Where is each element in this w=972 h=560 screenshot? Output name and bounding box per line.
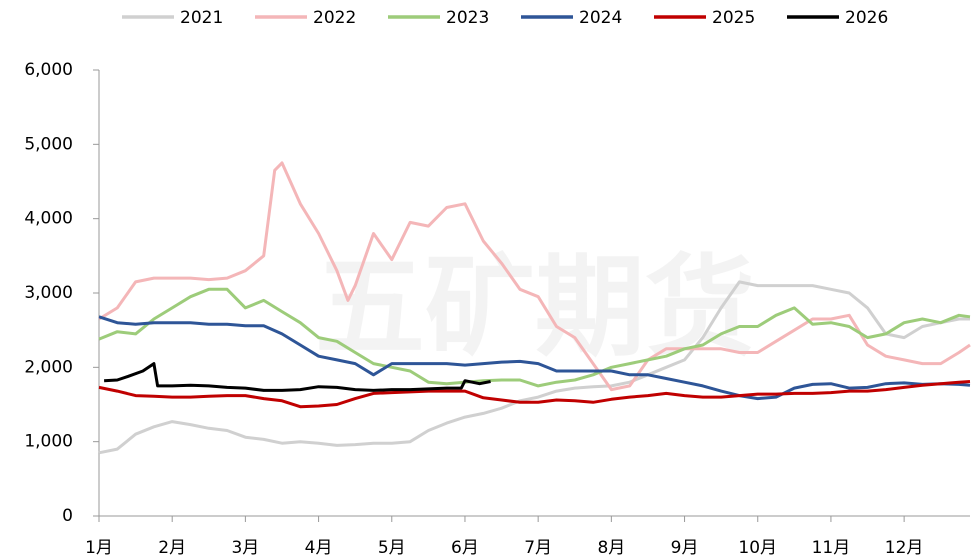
x-tick-label: 3月 [231,538,259,558]
x-tick-label: 8月 [597,538,625,558]
series-line [98,280,970,455]
x-tick-label: 4月 [305,538,333,558]
y-tick-label: 0 [62,506,73,526]
legend-label: 2025 [712,8,755,28]
series-line [98,161,971,392]
x-tick-label: 2月 [158,538,186,558]
x-tick-label: 6月 [451,538,479,558]
x-tick-label: 5月 [378,538,406,558]
y-tick-label: 1,000 [24,432,73,452]
series-line [98,287,971,388]
legend-label: 2026 [845,8,888,28]
x-tick-label: 9月 [671,538,699,558]
legend-label: 2023 [446,8,489,28]
x-tick-label: 11月 [812,538,851,558]
y-tick-label: 3,000 [24,283,73,303]
legend-label: 2021 [180,8,223,28]
x-tick-label: 7月 [524,538,552,558]
legend-label: 2022 [313,8,356,28]
x-tick-label: 1月 [85,538,113,558]
x-tick-label: 10月 [738,538,777,558]
legend-label: 2024 [579,8,622,28]
series-line [104,362,491,392]
x-tick-label: 12月 [885,538,924,558]
y-tick-label: 6,000 [24,60,73,80]
y-tick-label: 5,000 [24,134,73,154]
y-tick-label: 2,000 [24,357,73,377]
series-line [98,315,971,401]
y-tick-label: 4,000 [24,209,73,229]
series-line [98,380,971,409]
